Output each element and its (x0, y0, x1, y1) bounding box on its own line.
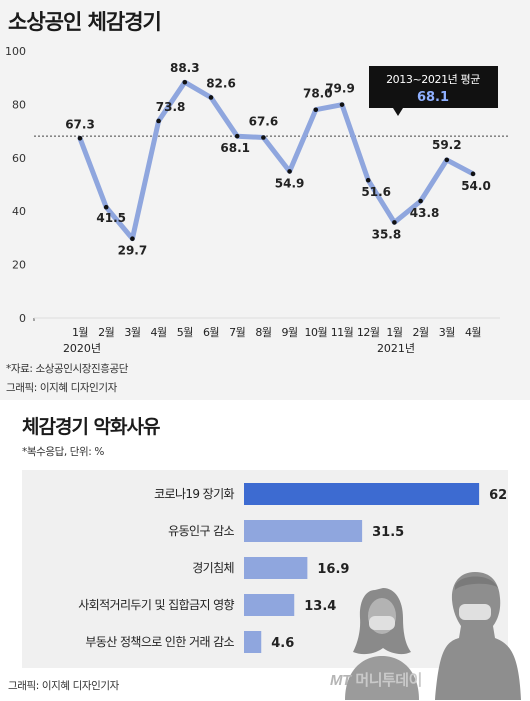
bar (244, 557, 308, 579)
watermark-text: 머니투데이 (355, 671, 422, 689)
data-point (444, 157, 450, 163)
bar (244, 631, 262, 653)
x-tick-label: 9월 (282, 326, 298, 339)
y-tick-label: 100 (5, 45, 26, 58)
data-label: 78.0 (303, 87, 333, 101)
data-point (287, 169, 292, 174)
data-point (392, 220, 397, 225)
data-label: 88.3 (170, 61, 200, 75)
people-illustration (345, 572, 521, 700)
data-point (208, 95, 214, 100)
data-point (156, 118, 161, 124)
data-point (470, 171, 476, 177)
x-tick-label: 1월 (386, 326, 402, 339)
data-point (130, 236, 135, 242)
x-tick-label: 4월 (465, 326, 481, 339)
data-label: 35.8 (372, 227, 402, 241)
watermark-mt: MT (330, 672, 351, 689)
average-callout-pointer (393, 108, 403, 116)
bar-value-label: 16.9 (317, 562, 349, 577)
woman-figure (345, 588, 419, 700)
data-label: 29.7 (118, 244, 148, 258)
bar (244, 594, 295, 616)
data-label: 41.5 (96, 211, 126, 225)
bar-category-label: 사회적거리두기 및 집합금지 영향 (78, 598, 234, 612)
bar-category-label: 코로나19 장기화 (154, 487, 234, 501)
x-tick-label: 10월 (304, 326, 327, 339)
watermark: MT 머니투데이 (330, 669, 422, 690)
x-tick-label: 2월 (413, 326, 429, 339)
data-label: 51.6 (361, 185, 391, 199)
x-tick-label: 8월 (255, 326, 271, 339)
year-label-2020: 2020년 (63, 342, 101, 355)
data-point (77, 136, 83, 141)
bar-category-label: 경기침체 (192, 561, 234, 575)
year-label-2021: 2021년 (377, 342, 415, 355)
x-tick-label: 11월 (331, 326, 354, 339)
data-label: 54.0 (461, 179, 491, 193)
bar (244, 483, 480, 505)
x-tick-label: 2월 (98, 326, 114, 339)
data-label: 68.1 (220, 141, 250, 155)
data-label: 82.6 (206, 76, 236, 90)
x-tick-label: 3월 (124, 326, 140, 339)
data-point (339, 102, 345, 107)
x-tick-label: 1월 (72, 326, 88, 339)
average-callout: 2013~2021년 평균 68.1 (369, 66, 498, 116)
bar-category-label: 부동산 정책으로 인한 거래 감소 (85, 634, 234, 649)
y-tick-label: 60 (12, 152, 26, 165)
average-callout-value: 68.1 (417, 90, 449, 105)
chart1-credit: 그래픽: 이지혜 디자인기자 (6, 382, 117, 394)
data-label: 67.3 (65, 117, 95, 131)
bar-value-label: 31.5 (372, 525, 404, 540)
chart2-note: *복수응답, 단위: % (22, 446, 104, 458)
y-tick-label: 0 (19, 312, 26, 325)
bar-chart-panel: 코로나19 장기화 62.7 유동인구 감소 31.5 경기침체 16.9 사회적거리두기 … (22, 470, 508, 668)
bar-value-label: 62.7 (489, 488, 508, 503)
x-tick-label: 6월 (203, 326, 219, 339)
y-tick-label: 80 (12, 98, 26, 111)
bar-chart: 코로나19 장기화 62.7 유동인구 감소 31.5 경기침체 16.9 사회적거리두기 … (78, 483, 508, 653)
man-figure (435, 572, 521, 700)
data-point (313, 107, 319, 113)
data-label: 54.9 (275, 176, 305, 190)
bar-category-label: 유동인구 감소 (168, 524, 234, 538)
data-label: 59.2 (432, 138, 462, 152)
data-point (182, 79, 188, 85)
chart1-title: 소상공인 체감경기 (8, 10, 162, 34)
data-label: 79.9 (325, 82, 355, 96)
x-tick-label: 4월 (151, 326, 167, 339)
bar-value-label: 13.4 (304, 599, 336, 614)
chart2-title: 체감경기 악화사유 (22, 416, 160, 438)
bar (244, 520, 363, 542)
data-point (261, 135, 266, 140)
x-tick-label: 12월 (357, 326, 380, 339)
data-label: 73.8 (156, 100, 186, 114)
average-callout-label: 2013~2021년 평균 (386, 73, 480, 86)
bar-value-label: 4.6 (271, 636, 294, 651)
chart1-source: *자료: 소상공인시장진흥공단 (6, 363, 129, 375)
data-label: 67.6 (249, 115, 279, 129)
x-tick-label: 3월 (439, 326, 455, 339)
data-point (418, 198, 423, 204)
data-point (365, 177, 371, 183)
series-line (77, 79, 476, 242)
x-tick-label: 5월 (177, 326, 193, 339)
y-tick-label: 40 (12, 205, 26, 218)
data-point (234, 133, 240, 139)
data-label: 43.8 (410, 206, 440, 220)
x-tick-label: 7월 (229, 326, 245, 339)
data-point (103, 204, 109, 210)
y-tick-label: 20 (12, 259, 26, 272)
average-callout-box (369, 66, 498, 108)
chart2-credit: 그래픽: 이지혜 디자인기자 (8, 680, 119, 692)
line-chart: 0 20 40 60 80 100 67.3 1월 41.5 2월 29.7 3월 73.8 4월 88.3… (5, 45, 510, 355)
